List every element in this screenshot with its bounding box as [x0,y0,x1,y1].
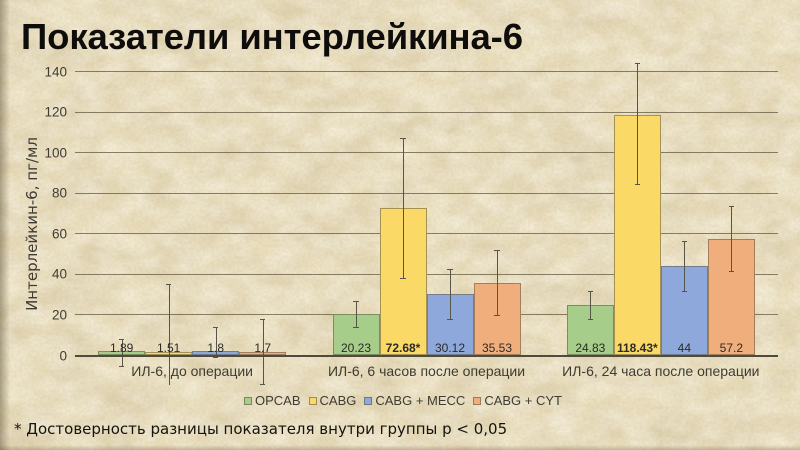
error-cap-bottom-CABG + MECC-cat2 [447,319,453,321]
error-cap-top-CABG + MECC-cat1 [213,327,219,329]
footnote: * Достоверность разницы показателя внутр… [14,420,508,438]
error-cap-top-CABG + CYT-cat1 [260,319,266,321]
error-bar-CABG + CYT-cat3 [731,206,733,271]
data-label-CABG + CYT-cat1: 1.7 [254,341,271,355]
data-label-CABG + MECC-cat3: 44 [677,341,692,355]
gridline-y80 [75,192,778,194]
gridline-y40 [75,273,778,275]
y-tick-label-40: 40 [51,266,67,282]
legend-item-CABG: CABG [308,393,357,408]
category-label-1: ИЛ-6, до операции [131,363,254,379]
gridline-y140 [75,71,778,72]
legend-label-CABG: CABG [319,393,357,408]
error-cap-bottom-CABG + CYT-cat1 [260,384,266,385]
error-bar-CABG + CYT-cat1 [262,319,264,384]
error-bar-CABG-cat2 [403,137,404,278]
error-bar-CABG + CYT-cat2 [497,250,498,316]
data-label-OPCAB-cat1: 1.89 [109,341,134,355]
legend-label-CABG + MECC: CABG + MECC [375,393,466,408]
data-label-OPCAB-cat2: 20.23 [340,341,372,355]
error-cap-bottom-CABG + MECC-cat1 [213,357,219,359]
legend-swatch-CABG [308,396,317,405]
legend-label-OPCAB: OPCAB [255,393,301,408]
error-cap-top-CABG-cat1 [166,283,172,285]
error-bar-OPCAB-cat3 [590,290,592,319]
data-label-OPCAB-cat3: 24.83 [575,341,606,355]
gridline-y60 [75,233,778,235]
data-label-CABG + CYT-cat2: 35.53 [481,341,513,355]
data-label-CABG + CYT-cat3: 57.2 [719,341,744,355]
error-cap-top-CABG + MECC-cat3 [681,240,687,242]
error-cap-top-CABG + MECC-cat2 [447,268,453,270]
legend-item-OPCAB: OPCAB [244,393,301,408]
error-bar-CABG + MECC-cat2 [450,268,451,320]
legend-swatch-CABG + MECC [364,396,373,405]
y-tick-label-60: 60 [51,226,67,242]
legend-item-CABG + MECC: CABG + MECC [364,393,465,408]
error-cap-bottom-CABG-cat2 [400,277,406,279]
data-label-CABG-cat1: 1.51 [156,341,181,355]
slide-title: Показатели интерлейкина-6 [21,16,523,57]
error-cap-top-CABG-cat2 [400,137,406,139]
data-label-CABG-cat3: 118.43* [616,341,658,355]
error-bar-CABG-cat3 [637,62,639,184]
y-tick-label-140: 140 [44,64,67,79]
legend-item-CABG + CYT: CABG + CYT [473,393,562,408]
error-bar-CABG + MECC-cat1 [215,327,217,358]
legend-label-CABG + CYT: CABG + CYT [484,393,562,408]
y-tick-label-80: 80 [51,185,67,201]
error-cap-bottom-CABG-cat3 [634,183,640,185]
error-bar-OPCAB-cat2 [356,300,357,328]
chart-legend: OPCAB CABG CABG + MECC CABG + CYT [240,393,566,408]
x-axis-line [75,355,778,357]
legend-swatch-OPCAB [244,396,253,405]
error-cap-bottom-CABG + CYT-cat2 [494,315,500,317]
y-tick-label-0: 0 [59,348,67,363]
data-label-CABG-cat2: 72.68* [385,341,421,355]
error-cap-bottom-OPCAB-cat1 [119,365,125,367]
error-cap-top-CABG-cat3 [634,62,640,64]
error-cap-bottom-CABG + MECC-cat3 [681,290,687,292]
y-axis-title: Интерлейкин-6, пг/мл [23,137,41,311]
error-cap-top-OPCAB-cat1 [119,338,125,340]
error-bar-OPCAB-cat1 [121,338,123,366]
error-cap-top-OPCAB-cat3 [587,290,593,292]
error-bar-CABG-cat1 [168,283,170,385]
y-tick-label-100: 100 [44,145,67,161]
gridline-y120 [75,111,778,113]
error-cap-bottom-CABG + CYT-cat3 [728,270,734,272]
error-bar-CABG + MECC-cat3 [684,240,686,291]
error-cap-bottom-OPCAB-cat3 [587,318,593,320]
bar-OPCAB-cat3 [566,304,614,355]
y-tick-label-120: 120 [44,104,67,120]
data-label-CABG + MECC-cat2: 30.12 [434,341,466,355]
y-tick-label-20: 20 [51,307,67,323]
category-label-2: ИЛ-6, 6 часов после операции [327,363,526,379]
error-cap-top-CABG + CYT-cat2 [494,250,500,252]
error-cap-bottom-OPCAB-cat2 [353,327,359,329]
gridline-y100 [75,152,778,154]
error-cap-top-CABG + CYT-cat3 [728,206,734,208]
data-label-CABG + MECC-cat1: 1.8 [207,341,224,355]
legend-swatch-CABG + CYT [473,396,482,405]
error-cap-top-OPCAB-cat2 [353,300,359,302]
bar-CABG-cat3 [613,114,661,355]
category-label-3: ИЛ-6, 24 часа после операции [562,363,760,379]
